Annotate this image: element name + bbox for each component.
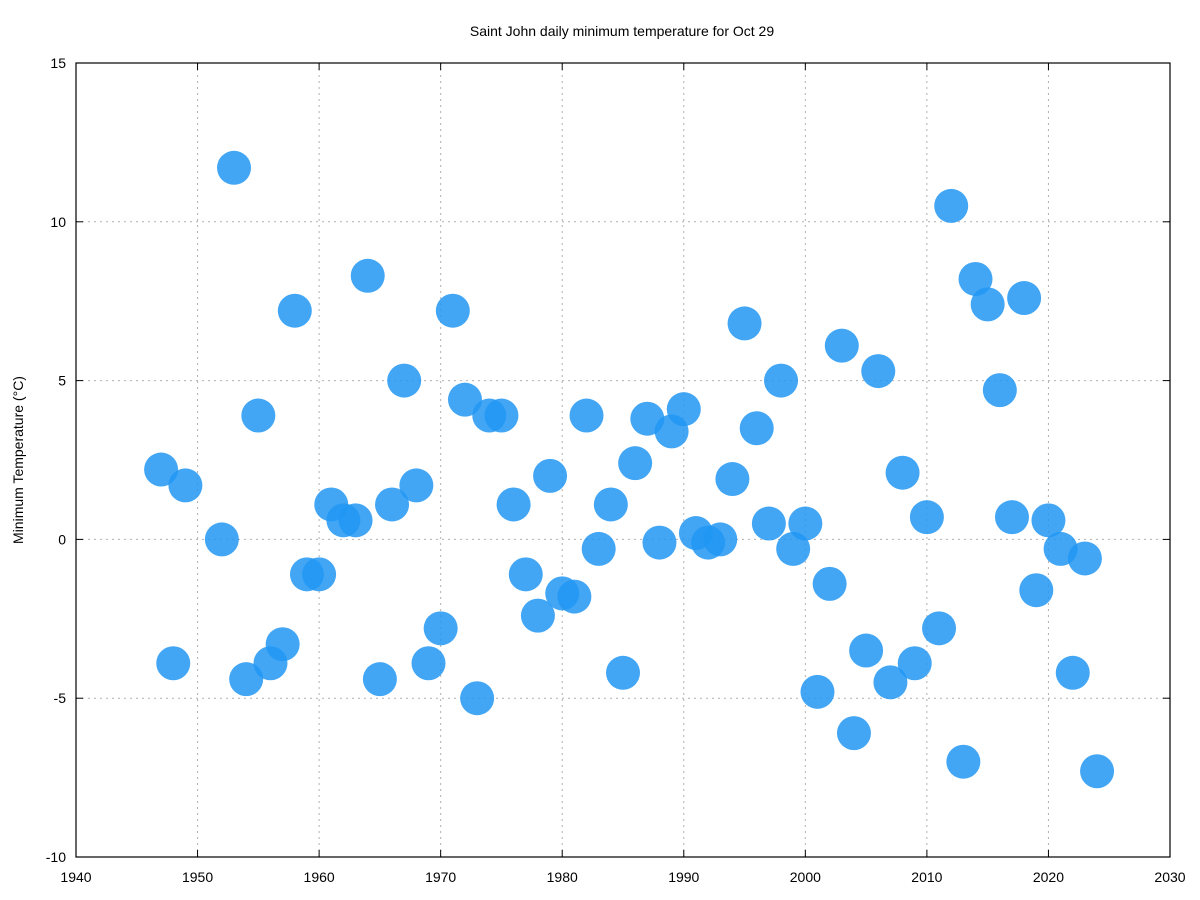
data-point (1067, 541, 1102, 576)
data-point (715, 462, 750, 497)
y-tick-label: -5 (54, 690, 67, 706)
data-point (217, 150, 252, 185)
data-point (836, 716, 871, 751)
data-point (873, 665, 908, 700)
data-point (788, 506, 823, 541)
data-point (569, 398, 604, 433)
data-point (144, 452, 179, 487)
data-point (557, 579, 592, 614)
data-point (581, 531, 616, 566)
data-point (861, 354, 896, 389)
data-point (520, 598, 555, 633)
data-point (727, 306, 762, 341)
data-point (982, 373, 1017, 408)
data-point (399, 468, 434, 503)
data-point (1007, 281, 1042, 316)
data-point (922, 611, 957, 646)
x-tick-label: 1990 (668, 869, 699, 885)
data-point (739, 411, 774, 446)
y-tick-label: 5 (58, 373, 66, 389)
x-tick-label: 2000 (790, 869, 821, 885)
grid (76, 63, 1170, 857)
tick-labels: 1940 1950 1960 1970 1980 1990 2000 2010 2020 2030… (46, 55, 1186, 885)
x-tick-label: 2030 (1154, 869, 1185, 885)
data-point (350, 258, 385, 293)
data-point (460, 681, 495, 716)
x-tick-label: 1960 (304, 869, 335, 885)
data-point (958, 261, 993, 296)
data-point (812, 566, 847, 601)
x-tick-label: 2010 (911, 869, 942, 885)
data-point (277, 293, 312, 328)
data-point (1019, 573, 1054, 608)
data-point (764, 363, 799, 398)
y-tick-label: -10 (46, 849, 66, 865)
data-point (484, 398, 519, 433)
data-point (423, 611, 458, 646)
data-point (606, 655, 640, 690)
data-point (751, 506, 786, 541)
data-point (411, 646, 446, 681)
data-point (302, 557, 337, 592)
data-point (168, 468, 203, 503)
data-point (642, 525, 677, 560)
data-point (593, 487, 628, 522)
data-point (387, 363, 422, 398)
data-point (897, 646, 932, 681)
data-point (946, 744, 981, 779)
data-point (447, 382, 482, 417)
data-point (435, 293, 470, 328)
y-tick-label: 10 (50, 214, 66, 230)
x-tick-label: 1940 (60, 869, 91, 885)
data-point (909, 500, 944, 535)
data-point (849, 633, 884, 668)
data-point (1080, 754, 1115, 789)
data-point (800, 674, 835, 709)
data-point (375, 487, 410, 522)
x-tick-label: 1970 (425, 869, 456, 885)
plot-frame (75, 62, 1171, 858)
y-axis-label: Minimum Temperature (°C) (10, 376, 26, 544)
chart-title: Saint John daily minimum temperature for… (470, 23, 774, 39)
data-point (703, 522, 738, 557)
x-tick-label: 2020 (1033, 869, 1064, 885)
data-point (934, 188, 969, 223)
data-point (265, 627, 300, 662)
data-point (994, 500, 1029, 535)
y-tick-label: 0 (58, 531, 66, 547)
x-tick-label: 1980 (547, 869, 578, 885)
data-point (508, 557, 543, 592)
axis-ticks (75, 62, 1171, 858)
data-point (618, 446, 653, 481)
data-point (156, 646, 191, 681)
data-point (776, 531, 811, 566)
y-tick-label: 15 (50, 55, 66, 71)
data-point (204, 522, 239, 557)
x-tick-label: 1950 (182, 869, 213, 885)
data-points (144, 150, 1115, 789)
data-point (1055, 655, 1090, 690)
data-point (241, 398, 276, 433)
data-point (1031, 503, 1066, 538)
data-point (970, 287, 1005, 322)
data-point (229, 662, 264, 697)
data-point (824, 328, 859, 363)
data-point (338, 503, 373, 538)
data-point (496, 487, 531, 522)
data-point (533, 458, 568, 493)
data-point (885, 455, 920, 490)
data-point (362, 662, 397, 697)
data-point (666, 392, 701, 427)
